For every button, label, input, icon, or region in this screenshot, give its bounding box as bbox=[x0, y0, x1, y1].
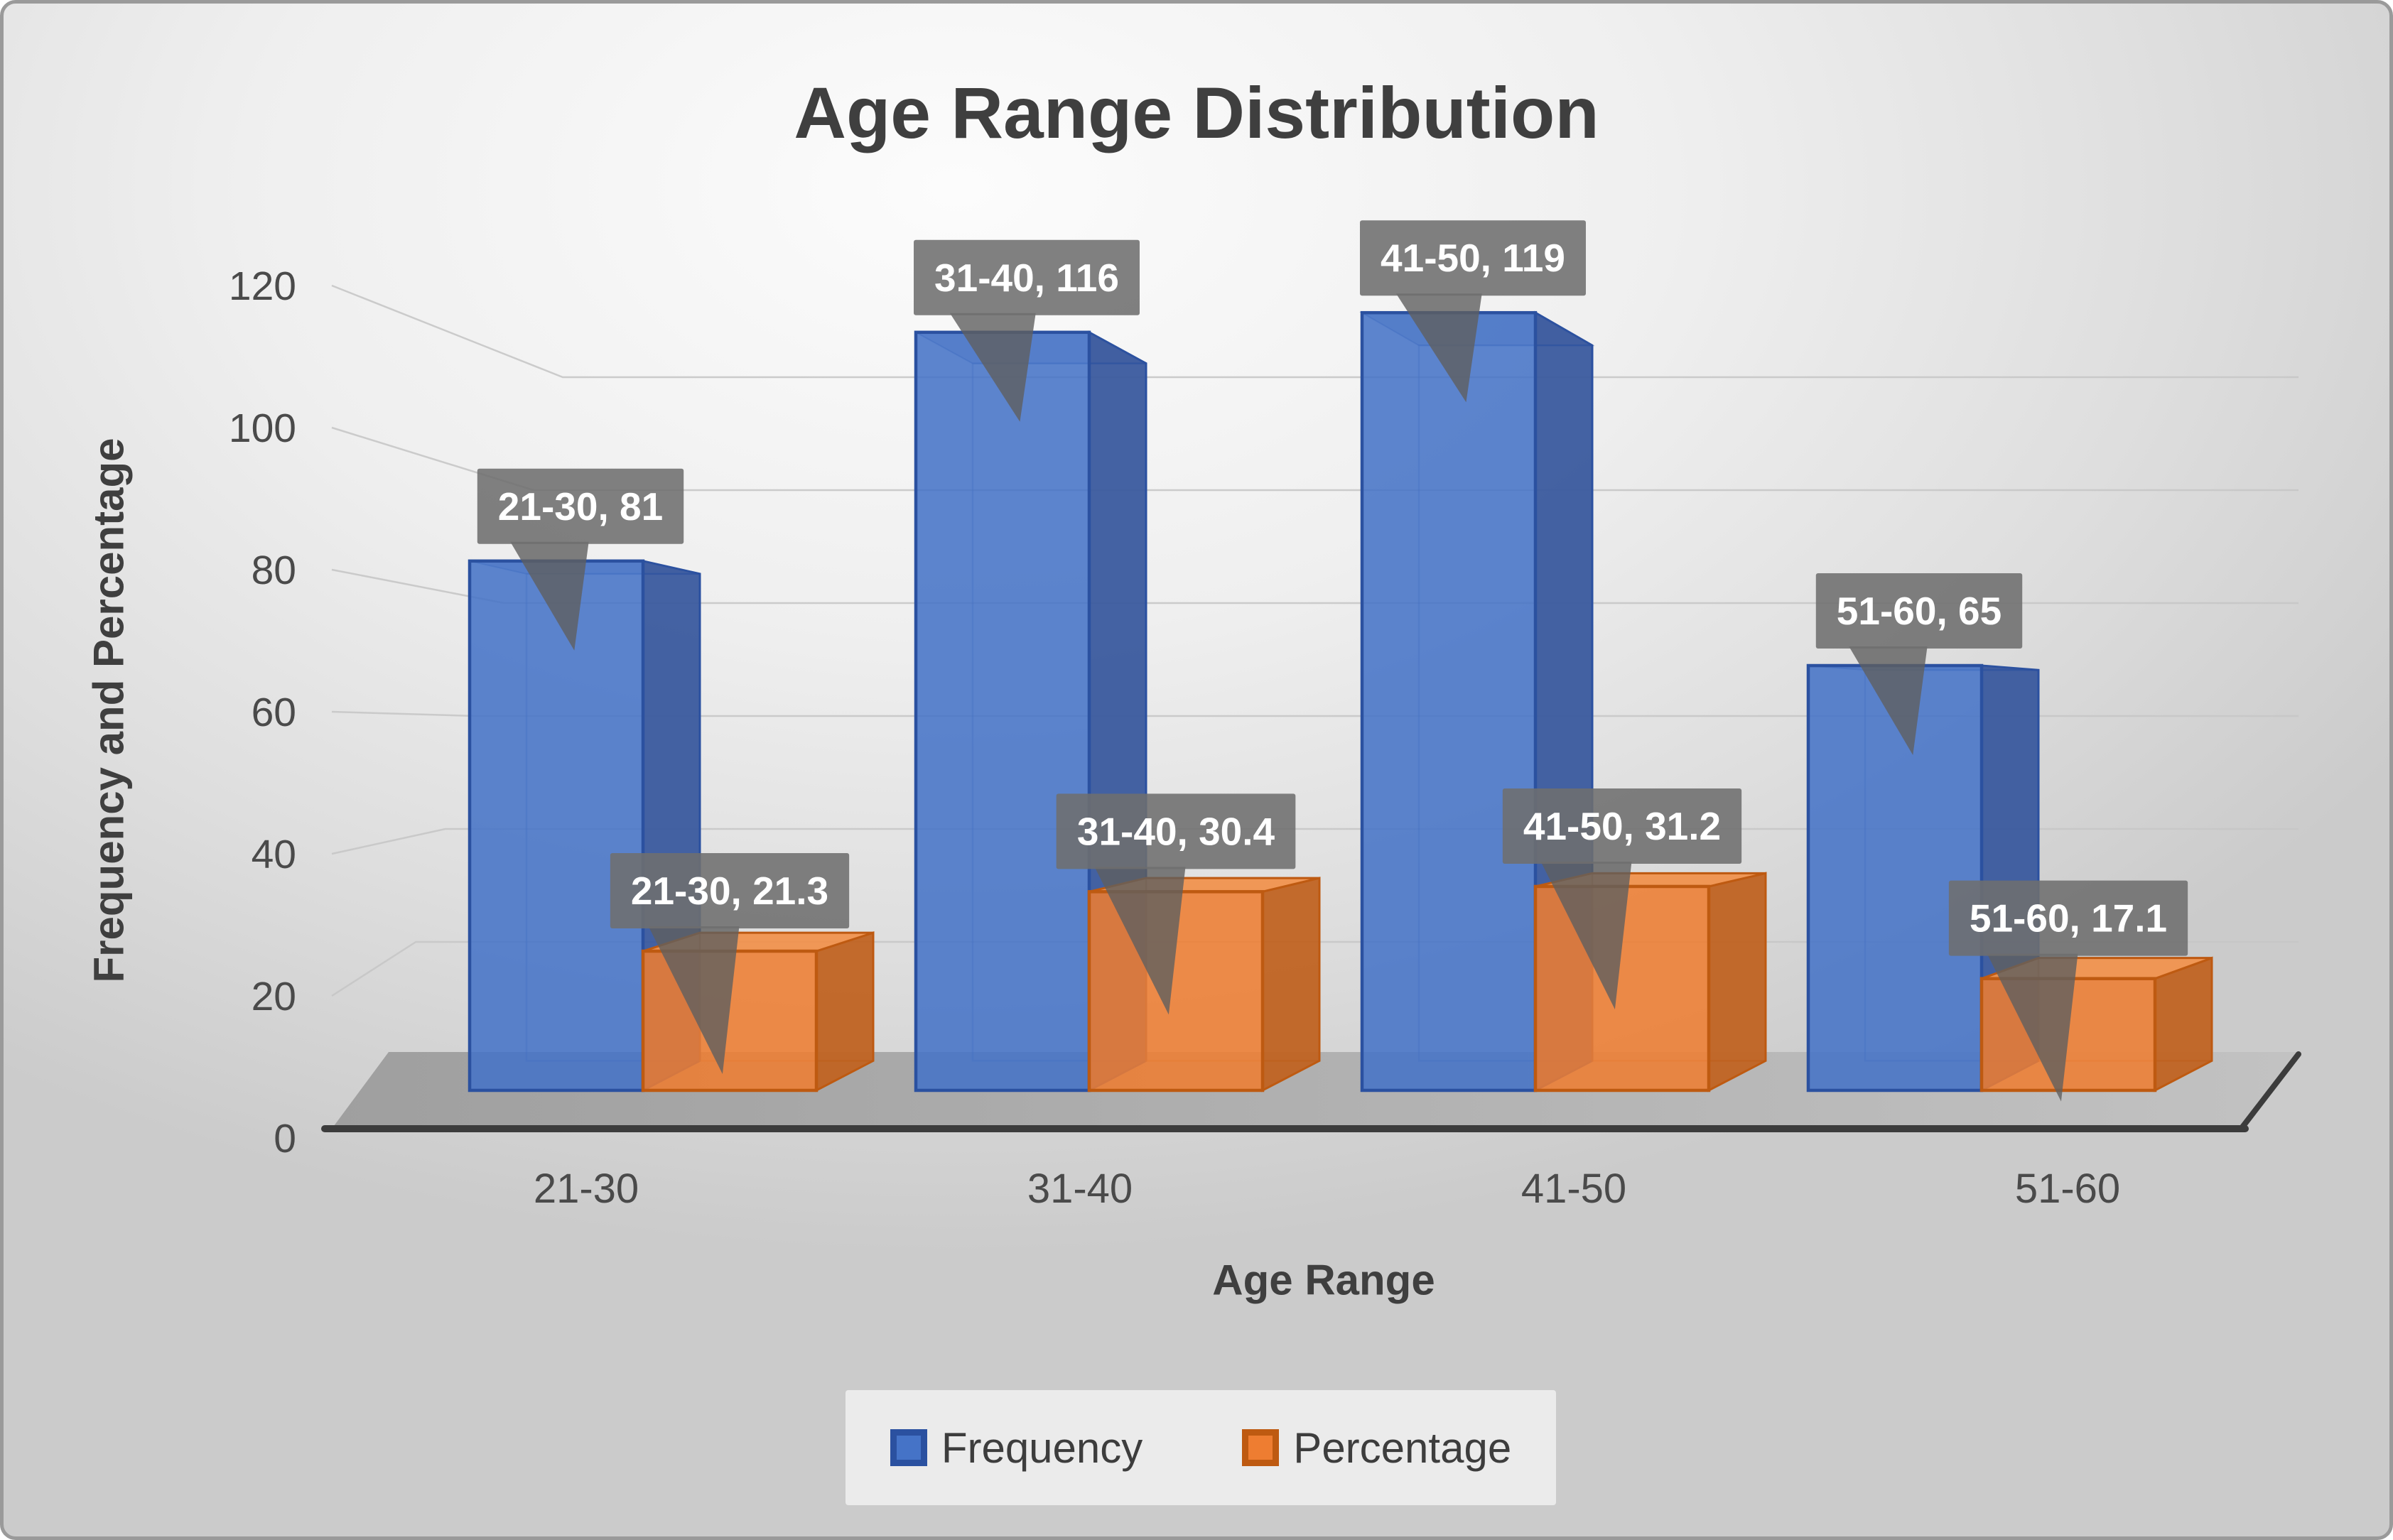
data-label-frequency-31-40-text: 31-40, 116 bbox=[934, 256, 1119, 300]
x-tick-21-30: 21-30 bbox=[534, 1166, 639, 1212]
y-tick-60: 60 bbox=[252, 690, 296, 735]
legend-item-percentage[interactable]: Percentage bbox=[1242, 1424, 1511, 1473]
data-label-percentage-51-60-pointer bbox=[1987, 953, 2078, 1102]
bar-percentage-41-50-side bbox=[1707, 872, 1767, 1092]
data-label-frequency-31-40[interactable] bbox=[914, 239, 1140, 315]
y-tick-0: 0 bbox=[274, 1116, 296, 1161]
data-label-frequency-31-40-pointer bbox=[949, 313, 1036, 422]
data-label-percentage-21-30[interactable] bbox=[610, 853, 850, 929]
data-label-frequency-21-30-pointer bbox=[510, 541, 589, 651]
data-label-frequency-51-60[interactable] bbox=[1815, 573, 2023, 649]
legend-item-frequency[interactable]: Frequency bbox=[890, 1424, 1143, 1473]
legend-label-frequency: Frequency bbox=[941, 1424, 1143, 1472]
data-label-frequency-41-50-pointer bbox=[1395, 293, 1482, 403]
y-tick-100: 100 bbox=[229, 406, 296, 451]
percentage-swatch-icon bbox=[1242, 1429, 1280, 1466]
data-label-frequency-51-60-pointer bbox=[1849, 646, 1928, 755]
gridline-120 bbox=[331, 284, 2299, 379]
bar-frequency-51-60[interactable] bbox=[1806, 663, 1984, 1092]
data-label-frequency-41-50[interactable] bbox=[1360, 220, 1586, 296]
data-label-percentage-41-50-text: 41-50, 31.2 bbox=[1523, 804, 1721, 848]
y-axis-title: Frequency and Percentage bbox=[85, 438, 133, 983]
frequency-swatch-icon bbox=[890, 1429, 927, 1466]
bar-percentage-31-40-side bbox=[1261, 877, 1321, 1092]
y-tick-20: 20 bbox=[252, 974, 296, 1019]
data-label-frequency-51-60-text: 51-60, 65 bbox=[1837, 589, 2002, 633]
data-label-percentage-41-50-pointer bbox=[1540, 861, 1632, 1009]
x-tick-41-50: 41-50 bbox=[1521, 1166, 1626, 1212]
floor-right-edge bbox=[2239, 1051, 2301, 1131]
data-label-percentage-31-40[interactable] bbox=[1056, 793, 1296, 869]
x-tick-31-40: 31-40 bbox=[1027, 1166, 1133, 1212]
y-tick-120: 120 bbox=[229, 264, 296, 309]
legend: Frequency Percentage bbox=[846, 1390, 1556, 1505]
bar-frequency-41-50[interactable] bbox=[1360, 310, 1538, 1092]
data-label-percentage-31-40-pointer bbox=[1094, 867, 1186, 1015]
plot-area: 0 20 40 60 80 100 120 21-30 31-40 41-50 51-60 21-30… bbox=[229, 220, 2301, 1212]
data-label-frequency-41-50-text: 41-50, 119 bbox=[1381, 236, 1565, 280]
x-axis-title: Age Range bbox=[1212, 1256, 1435, 1304]
chart-title: Age Range Distribution bbox=[794, 72, 1599, 153]
y-tick-40: 40 bbox=[252, 832, 296, 877]
data-label-percentage-21-30-text: 21-30, 21.3 bbox=[631, 869, 828, 913]
bar-frequency-21-30[interactable] bbox=[468, 559, 645, 1092]
data-label-frequency-21-30-text: 21-30, 81 bbox=[498, 484, 663, 528]
data-label-frequency-21-30[interactable] bbox=[477, 468, 684, 544]
y-tick-80: 80 bbox=[252, 548, 296, 593]
data-label-percentage-51-60-text: 51-60, 17.1 bbox=[1970, 896, 2167, 940]
x-tick-51-60: 51-60 bbox=[2015, 1166, 2120, 1212]
data-label-percentage-31-40-text: 31-40, 30.4 bbox=[1077, 809, 1275, 853]
data-label-percentage-41-50[interactable] bbox=[1502, 788, 1742, 864]
data-label-percentage-21-30-pointer bbox=[648, 926, 740, 1075]
legend-label-percentage: Percentage bbox=[1293, 1424, 1512, 1472]
data-label-percentage-51-60[interactable] bbox=[1948, 880, 2188, 956]
bar-frequency-31-40[interactable] bbox=[914, 330, 1091, 1092]
